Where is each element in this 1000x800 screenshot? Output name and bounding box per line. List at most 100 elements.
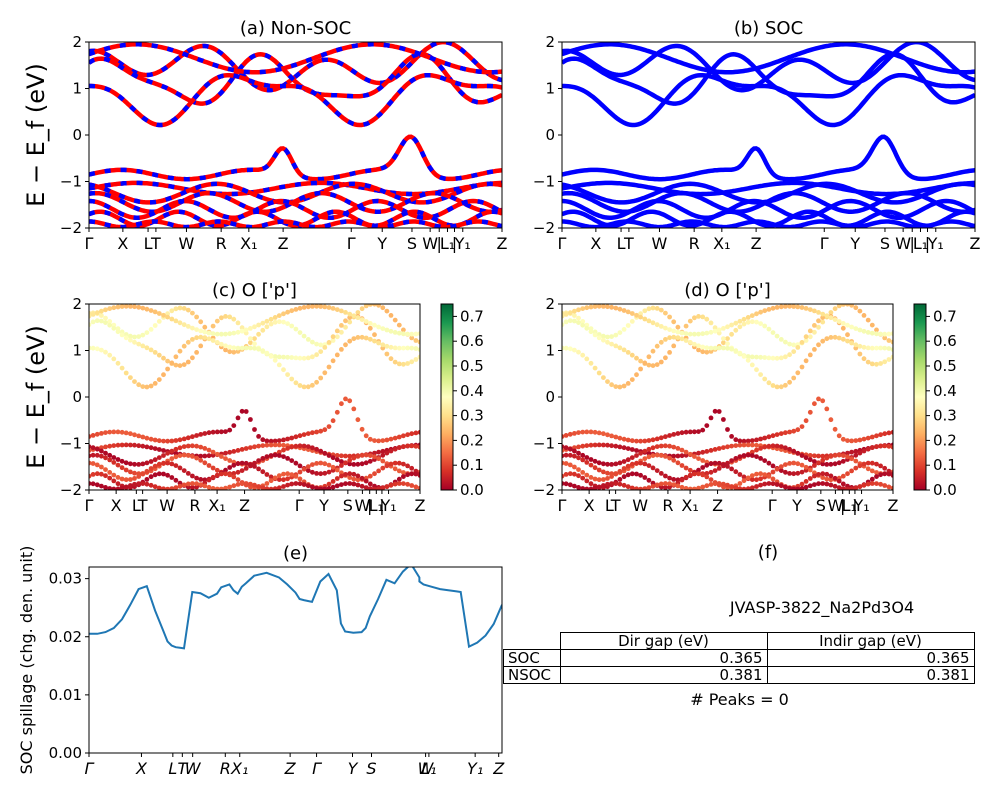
projection-point xyxy=(605,339,610,345)
projection-point xyxy=(588,457,594,462)
projection-point xyxy=(882,335,888,341)
projection-point xyxy=(758,482,763,488)
projection-point xyxy=(417,347,420,352)
projection-point xyxy=(185,481,191,487)
projection-point xyxy=(853,342,859,348)
projection-point xyxy=(758,446,763,451)
projection-point xyxy=(140,471,146,477)
projection-point xyxy=(181,482,187,488)
projection-point xyxy=(181,362,187,367)
projection-point xyxy=(675,446,681,451)
projection-point xyxy=(721,462,726,467)
projection-point xyxy=(148,436,154,442)
projection-point xyxy=(152,463,158,469)
projection-point xyxy=(729,466,734,472)
projection-point xyxy=(152,350,158,355)
projection-point xyxy=(629,352,635,358)
projection-point xyxy=(347,311,353,317)
projection-point xyxy=(248,345,253,351)
projection-point xyxy=(165,366,171,372)
projection-point xyxy=(766,434,772,440)
projection-point xyxy=(156,352,162,358)
projection-point xyxy=(658,481,664,487)
projection-point xyxy=(343,396,348,402)
projection-point xyxy=(853,485,859,490)
projection-point xyxy=(310,469,315,475)
projection-point xyxy=(268,486,274,490)
projection-point xyxy=(330,306,336,311)
projection-point xyxy=(733,437,739,443)
y-tick-label: 1 xyxy=(72,342,82,360)
projection-point xyxy=(605,470,610,476)
projection-point xyxy=(675,483,681,489)
projection-point xyxy=(625,457,631,463)
projection-point xyxy=(123,370,129,376)
projection-point xyxy=(103,307,108,313)
colorbar-tick-label: 0.6 xyxy=(933,332,957,350)
projection-point xyxy=(376,486,381,490)
projection-point xyxy=(111,429,117,435)
projection-point xyxy=(396,468,402,474)
projection-point xyxy=(596,335,602,341)
projection-point xyxy=(605,442,610,448)
projection-point xyxy=(227,458,233,463)
projection-point xyxy=(588,360,594,366)
projection-point xyxy=(745,475,751,481)
projection-point xyxy=(405,443,410,449)
projection-point xyxy=(857,463,863,469)
projection-point xyxy=(376,304,381,308)
projection-point xyxy=(301,466,307,472)
x-tick-label: Γ xyxy=(768,496,777,515)
x-tick-label: T xyxy=(610,496,621,515)
projection-point xyxy=(359,461,365,467)
projection-point xyxy=(169,360,175,366)
projection-point xyxy=(206,477,212,483)
projection-point xyxy=(671,444,677,450)
projection-point xyxy=(845,322,850,328)
projection-point xyxy=(762,435,768,441)
projection-point xyxy=(828,461,834,467)
projection-point xyxy=(658,443,664,449)
projection-point xyxy=(355,477,361,483)
x-tick-label: Y₁ xyxy=(852,496,869,515)
projection-point xyxy=(281,367,286,373)
projection-point xyxy=(890,339,893,345)
projection-point xyxy=(177,305,183,311)
projection-point xyxy=(409,345,415,351)
y-tick-label: 0 xyxy=(545,388,555,406)
projection-point xyxy=(770,330,776,335)
projection-point xyxy=(725,341,730,347)
projection-point xyxy=(812,401,817,407)
projection-point xyxy=(388,436,394,442)
projection-point xyxy=(836,433,842,439)
x-tick-label: S xyxy=(816,496,826,515)
projection-point xyxy=(396,330,402,336)
projection-point xyxy=(886,338,892,343)
projection-point xyxy=(190,485,195,490)
projection-point xyxy=(103,315,108,321)
projection-point xyxy=(256,346,261,352)
axes-frame xyxy=(88,303,421,491)
y-tick-label: −1 xyxy=(533,435,555,453)
projection-point xyxy=(609,481,614,486)
projection-point xyxy=(272,475,278,481)
projection-point xyxy=(613,384,619,389)
projection-point xyxy=(762,308,768,314)
x-tick-label: S xyxy=(880,234,890,253)
projection-point xyxy=(737,438,743,444)
projection-point xyxy=(625,323,631,328)
projection-point xyxy=(820,461,826,467)
projection-point xyxy=(716,345,722,351)
panel-title-f: (f) xyxy=(758,542,778,563)
projection-point xyxy=(376,449,381,455)
projection-point xyxy=(770,383,776,388)
projection-point xyxy=(156,311,162,316)
projection-point xyxy=(173,438,179,443)
axes-frame xyxy=(88,41,503,229)
projection-point xyxy=(173,306,179,312)
projection-point xyxy=(625,446,631,451)
projection-point xyxy=(314,429,319,435)
projection-point xyxy=(177,483,183,489)
projection-point xyxy=(567,431,573,437)
projection-point xyxy=(115,475,121,480)
